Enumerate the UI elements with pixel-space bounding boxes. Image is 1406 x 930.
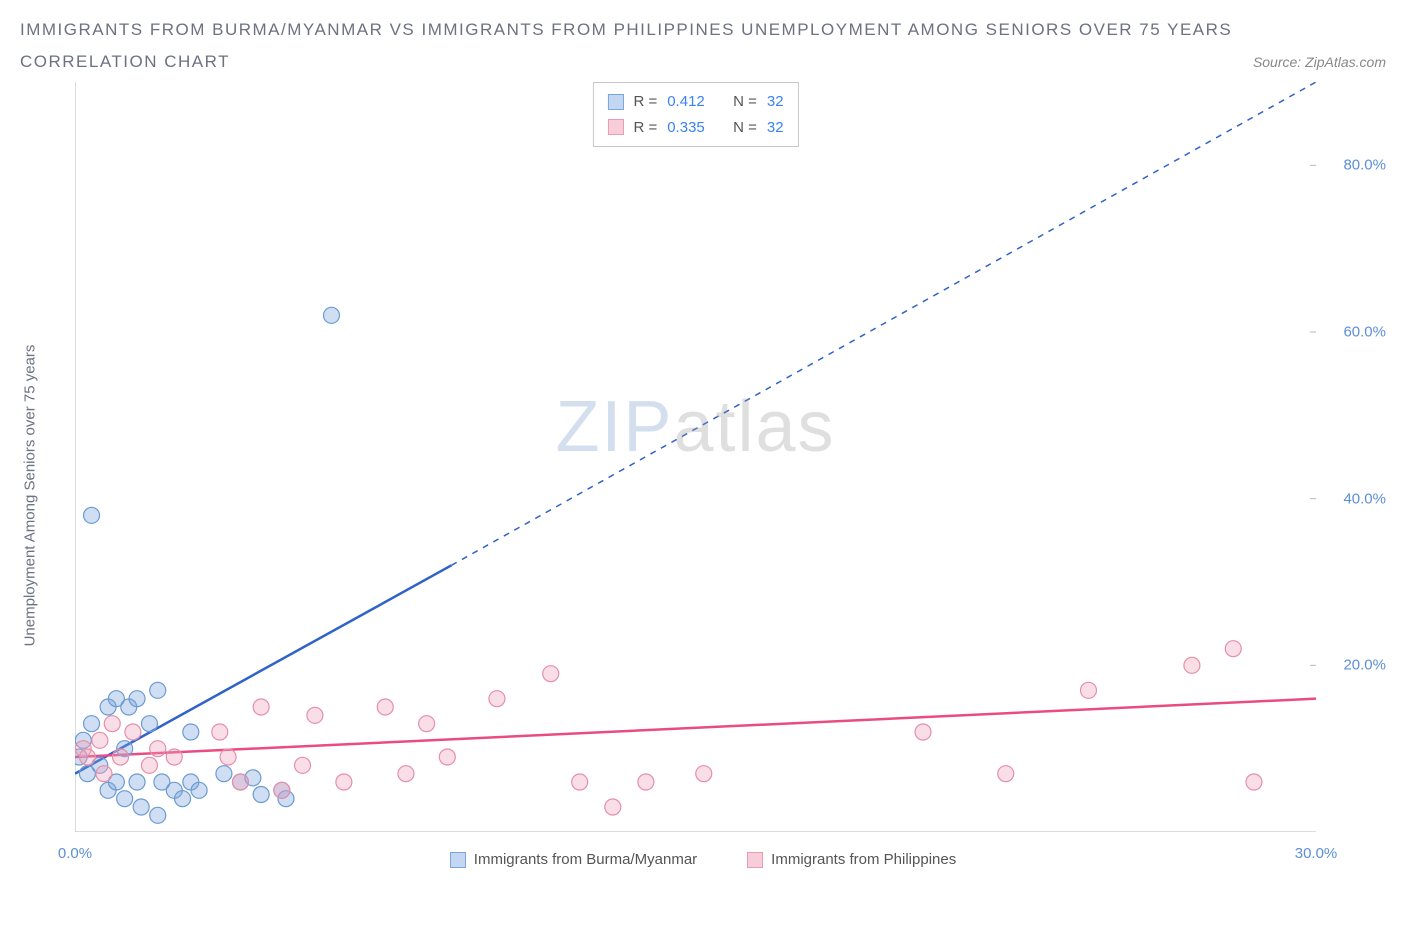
scatter-point (1246, 774, 1262, 790)
scatter-point (129, 774, 145, 790)
scatter-point (117, 791, 133, 807)
y-tick-label: 20.0% (1326, 657, 1386, 674)
scatter-point (150, 741, 166, 757)
stats-row: R = 0.335 N = 32 (607, 115, 783, 141)
scatter-point (166, 749, 182, 765)
scatter-point (439, 749, 455, 765)
scatter-point (104, 716, 120, 732)
chart-header: IMMIGRANTS FROM BURMA/MYANMAR VS IMMIGRA… (20, 20, 1386, 72)
stat-n-value: 32 (767, 89, 784, 115)
scatter-point (92, 732, 108, 748)
scatter-point (377, 699, 393, 715)
scatter-point (96, 766, 112, 782)
stat-r-value: 0.335 (667, 115, 705, 141)
scatter-point (336, 774, 352, 790)
scatter-point (295, 757, 311, 773)
scatter-point (323, 307, 339, 323)
stat-n-label: N = (733, 115, 757, 141)
trend-line-dash-0 (451, 82, 1316, 565)
y-tick-label: 60.0% (1326, 324, 1386, 341)
scatter-point (141, 716, 157, 732)
scatter-point (998, 766, 1014, 782)
scatter-point (84, 507, 100, 523)
correlation-stats-box: R = 0.412 N = 32 R = 0.335 N = 32 (592, 82, 798, 147)
scatter-point (212, 724, 228, 740)
scatter-point (141, 757, 157, 773)
plot-area: ZIPatlas R =0.412 N =32R =0.335 N =32 (75, 82, 1316, 832)
y-tick-label: 40.0% (1326, 490, 1386, 507)
scatter-point (1184, 657, 1200, 673)
scatter-point (220, 749, 236, 765)
stat-n-label: N = (733, 89, 757, 115)
scatter-point (191, 782, 207, 798)
legend-swatch (607, 94, 623, 110)
scatter-point (489, 691, 505, 707)
scatter-point (1080, 682, 1096, 698)
scatter-point (1225, 641, 1241, 657)
y-axis-label: Unemployment Among Seniors over 75 years (22, 345, 39, 647)
legend-swatch (607, 119, 623, 135)
scatter-point (133, 799, 149, 815)
scatter-point (398, 766, 414, 782)
scatter-point (79, 749, 95, 765)
scatter-point (419, 716, 435, 732)
scatter-point (307, 707, 323, 723)
stat-n-value: 32 (767, 115, 784, 141)
x-tick-label: 30.0% (1295, 845, 1338, 862)
scatter-point (150, 807, 166, 823)
scatter-point (84, 716, 100, 732)
scatter-point (253, 699, 269, 715)
scatter-point (113, 749, 129, 765)
scatter-point (605, 799, 621, 815)
stats-row: R = 0.412 N = 32 (607, 89, 783, 115)
scatter-point (274, 782, 290, 798)
legend-item: Immigrants from Burma/Myanmar (450, 851, 697, 868)
legend-swatch (747, 852, 763, 868)
scatter-point (150, 682, 166, 698)
legend-swatch (450, 852, 466, 868)
chart-title: IMMIGRANTS FROM BURMA/MYANMAR VS IMMIGRA… (20, 20, 1386, 40)
x-axis-legend: Immigrants from Burma/Myanmar Immigrants … (20, 851, 1386, 868)
scatter-point (216, 766, 232, 782)
legend-item: Immigrants from Philippines (747, 851, 956, 868)
chart-source: Source: ZipAtlas.com (1253, 54, 1386, 70)
legend-label: Immigrants from Philippines (771, 851, 956, 868)
scatter-point (572, 774, 588, 790)
scatter-point (543, 666, 559, 682)
correlation-chart: Unemployment Among Seniors over 75 years… (20, 82, 1386, 892)
scatter-point (183, 724, 199, 740)
scatter-plot-svg (75, 82, 1316, 832)
scatter-point (129, 691, 145, 707)
stat-r-label: R = (633, 89, 657, 115)
y-tick-label: 80.0% (1326, 157, 1386, 174)
scatter-point (253, 787, 269, 803)
scatter-point (125, 724, 141, 740)
scatter-point (915, 724, 931, 740)
x-tick-label: 0.0% (58, 845, 92, 862)
scatter-point (175, 791, 191, 807)
chart-subtitle: CORRELATION CHART (20, 52, 230, 72)
scatter-point (696, 766, 712, 782)
stat-r-value: 0.412 (667, 89, 705, 115)
scatter-point (638, 774, 654, 790)
scatter-point (232, 774, 248, 790)
stat-r-label: R = (633, 115, 657, 141)
legend-label: Immigrants from Burma/Myanmar (474, 851, 697, 868)
